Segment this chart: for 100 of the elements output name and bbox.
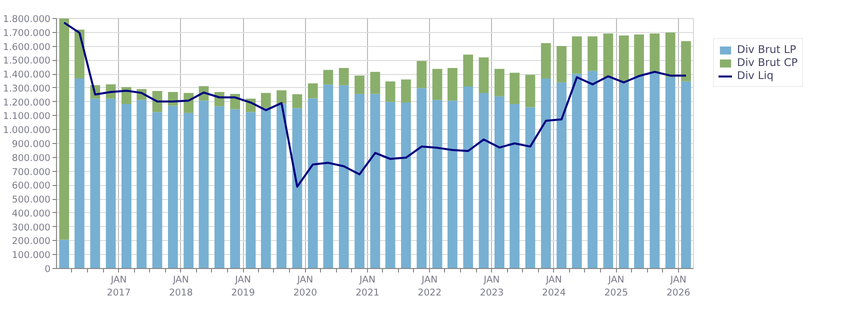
y-tick-label: 1.300.000 [3,83,51,94]
bar [681,81,691,268]
bar [323,84,334,268]
bar [510,72,520,104]
x-tick-label: JAN 2017 [106,274,131,299]
bar [572,36,582,74]
bar [168,106,178,268]
x-tick-label: JAN 2026 [666,274,690,299]
bar [276,104,286,268]
bar [494,96,504,268]
bar [681,41,691,82]
y-tick-label: 600.000 [12,180,51,192]
bar [308,98,318,268]
x-tick-label: JAN 2020 [293,274,318,299]
bar [572,74,582,268]
bar [338,85,349,268]
bar [540,78,551,268]
bar [416,61,427,88]
bar [308,83,318,98]
bar [603,34,614,77]
bar [540,43,551,78]
bar [370,72,380,94]
bar [416,88,427,268]
bar [184,112,194,268]
y-tick-label: 1.200.000 [3,97,51,108]
bar [136,100,147,268]
bar [152,112,162,268]
bar [448,100,458,268]
bar [556,46,567,82]
bar [354,76,364,94]
bar [665,76,676,268]
bar [370,94,380,268]
bar [618,82,629,268]
bar [463,54,474,87]
bar [385,81,396,102]
bar [401,79,411,103]
y-tick-label: 100.000 [12,250,51,262]
bar [354,94,364,268]
x-tick-label: JAN 2019 [231,274,256,299]
y-tick-label: 200.000 [12,236,51,248]
y-tick-label: 1.500.000 [3,56,51,67]
bar [260,108,271,268]
y-tick-label: 500.000 [12,194,51,206]
bar [510,104,520,268]
bar [588,36,598,71]
bar [478,57,489,93]
bar [650,72,660,268]
bar [618,35,629,82]
bar [665,32,676,77]
bar [292,108,302,268]
y-tick-label: 0 [44,264,51,275]
bar [385,102,396,268]
x-tick-label: JAN 2021 [356,274,380,299]
legend-label: Div Brut CP [737,56,798,69]
bar [260,92,271,108]
y-tick-label: 400.000 [12,208,51,220]
x-tick-label: JAN 2023 [480,274,504,299]
bar [494,68,504,96]
bar [122,104,132,268]
y-tick-label: 1.800.000 [3,14,51,25]
x-tick-label: JAN 2018 [169,274,193,299]
y-tick-label: 1.000.000 [3,125,51,136]
bar [276,90,286,104]
bar [246,112,256,268]
bar [525,74,536,108]
bar [556,82,567,268]
y-tick-label: 1.600.000 [3,42,51,53]
bar [448,68,458,101]
x-tick-label: JAN 2024 [542,274,566,299]
y-tick-label: 300.000 [12,222,51,234]
bar [432,68,442,100]
bar [634,76,644,268]
bar [338,68,349,86]
legend-label: Div Liq [737,69,774,82]
y-tick-label: 700.000 [12,166,51,178]
y-tick-label: 900.000 [12,139,51,150]
bar [59,18,70,240]
y-tick-label: 1.100.000 [3,111,51,122]
bar [401,102,411,268]
y-tick-label: 800.000 [12,152,51,164]
bar [634,34,644,76]
bar [650,34,660,73]
y-tick-label: 1.400.000 [3,70,51,81]
bar [230,109,240,268]
bar [59,240,70,268]
legend-label: Div Brut LP [737,43,796,56]
bar [588,70,598,268]
bar [478,92,489,268]
bar [292,94,302,108]
bar [603,76,614,268]
x-tick-label: JAN 2022 [418,274,442,299]
line-series [63,22,688,188]
bar [323,70,334,85]
bar [106,98,116,268]
bar [198,100,209,268]
y-tick-label: 1.700.000 [3,28,51,39]
bar [214,106,224,268]
bar [463,86,474,268]
bar [525,107,536,268]
bar [74,78,84,268]
